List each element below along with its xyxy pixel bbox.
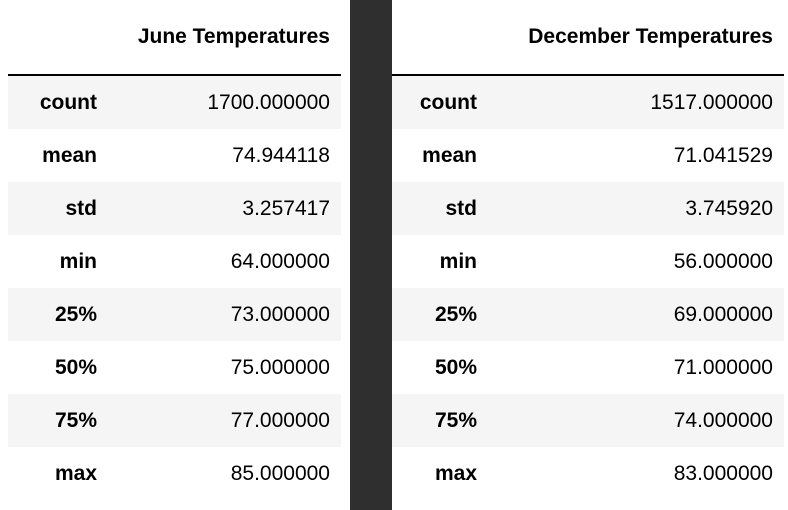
cell-value: 74.944118	[232, 143, 330, 167]
table-row: min 56.000000	[392, 235, 784, 288]
cell-value: 77.000000	[230, 408, 330, 432]
row-label: max	[434, 461, 477, 485]
table-row: count 1700.000000	[8, 75, 341, 129]
index-header	[392, 0, 488, 76]
header-row: June Temperatures	[8, 0, 341, 76]
row-label: min	[59, 249, 97, 273]
row-label: mean	[422, 143, 477, 167]
table-row: min 64.000000	[8, 235, 341, 288]
row-label: 75%	[434, 408, 477, 432]
table-row: 75% 74.000000	[392, 394, 784, 447]
row-label: count	[419, 90, 477, 114]
cell-value: 1517.000000	[650, 90, 773, 114]
table-row: max 83.000000	[392, 447, 784, 500]
row-label: 25%	[54, 302, 97, 326]
cell-value: 83.000000	[673, 461, 773, 485]
row-label: std	[65, 196, 98, 220]
cell-value: 74.000000	[673, 408, 773, 432]
table-row: max 85.000000	[8, 447, 341, 500]
cell-value: 71.000000	[673, 355, 773, 379]
row-label: count	[39, 90, 97, 114]
table-row: 75% 77.000000	[8, 394, 341, 447]
table-row: 25% 69.000000	[392, 288, 784, 341]
panel-divider	[350, 0, 392, 510]
table-row: mean 71.041529	[392, 129, 784, 182]
cell-value: 85.000000	[230, 461, 330, 485]
cell-value: 64.000000	[230, 249, 330, 273]
column-header: December Temperatures	[488, 0, 784, 76]
table-row: count 1517.000000	[392, 75, 784, 129]
row-label: 50%	[434, 355, 477, 379]
row-label: max	[54, 461, 97, 485]
index-header	[8, 0, 108, 76]
table-row: 50% 75.000000	[8, 341, 341, 394]
row-label: 25%	[434, 302, 477, 326]
june-temperatures-table: June Temperatures count 1700.000000 mean 7…	[8, 0, 341, 500]
cell-value: 69.000000	[673, 302, 773, 326]
row-label: 75%	[54, 408, 97, 432]
table-row: std 3.257417	[8, 182, 341, 235]
row-label: 50%	[54, 355, 97, 379]
header-row: December Temperatures	[392, 0, 784, 76]
row-label: mean	[42, 143, 97, 167]
table-row: 50% 71.000000	[392, 341, 784, 394]
table-row: mean 74.944118	[8, 129, 341, 182]
cell-value: 3.745920	[685, 196, 773, 220]
table-row: 25% 73.000000	[8, 288, 341, 341]
december-temperatures-table: December Temperatures count 1517.000000 m…	[392, 0, 784, 500]
cell-value: 1700.000000	[207, 90, 330, 114]
table-row: std 3.745920	[392, 182, 784, 235]
column-header: June Temperatures	[108, 0, 341, 76]
row-label: std	[445, 196, 478, 220]
cell-value: 73.000000	[230, 302, 330, 326]
cell-value: 3.257417	[242, 196, 330, 220]
cell-value: 56.000000	[673, 249, 773, 273]
cell-value: 75.000000	[230, 355, 330, 379]
cell-value: 71.041529	[673, 143, 773, 167]
row-label: min	[439, 249, 477, 273]
